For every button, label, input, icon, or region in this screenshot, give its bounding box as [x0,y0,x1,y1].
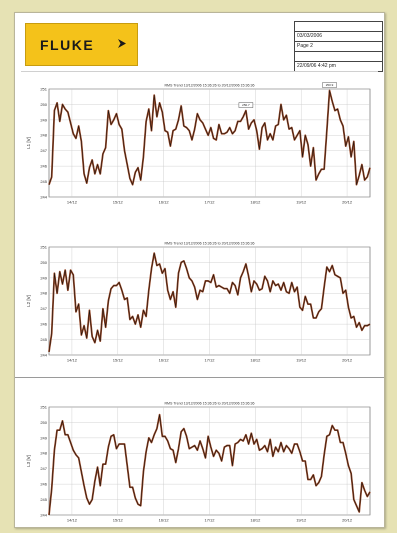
series-line [48,90,371,185]
y-tick-label: 247 [40,306,47,311]
x-tick-label: 20/12 [342,358,353,363]
x-tick-label: 19/12 [296,200,307,205]
x-tick-label: 15/12 [113,200,124,205]
annotation-box [238,102,254,108]
y-tick-label: 250 [40,102,47,107]
info-row-date: 03/03/2006 [294,31,383,42]
y-tick-label: 250 [40,260,47,265]
logo-text: FLUKE [40,37,95,53]
chart-title: RMS Trend 13/12/2006 15:36:26 to 20/12/2… [164,242,254,246]
chart-svg: 244 245 246 247 248 249 250 251 14/12 15/12 16/12 1… [26,402,371,523]
y-tick-label: 251 [40,86,47,91]
annotation-label: 250.7 [242,103,250,107]
x-tick-label: 16/12 [159,518,170,523]
y-tick-label: 245 [40,337,47,342]
y-tick-label: 247 [40,148,47,153]
section-divider [15,377,384,378]
x-tick-label: 19/12 [296,358,307,363]
y-tick-label: 248 [40,291,47,296]
fluke-logo: FLUKE [25,23,138,66]
y-tick-label: 249 [40,435,47,440]
y-tick-label: 245 [40,179,47,184]
x-tick-label: 14/12 [67,200,78,205]
y-tick-label: 244 [40,352,47,357]
x-tick-label: 16/12 [159,200,170,205]
x-tick-label: 14/12 [67,358,78,363]
y-tick-label: 246 [40,322,47,327]
y-tick-label: 246 [40,482,47,487]
x-tick-label: 17/12 [204,200,215,205]
y-tick-label: 246 [40,164,47,169]
y-tick-label: 244 [40,194,47,199]
x-tick-label: 18/12 [250,358,261,363]
y-tick-label: 251 [40,404,47,409]
chart-svg: 244 245 246 247 248 249 250 251 14/12 15/12 16/12 1… [26,82,371,205]
x-tick-label: 16/12 [159,358,170,363]
info-row-1 [294,21,383,32]
logo-arrow-icon [118,39,126,48]
chart-l3-voltage: 244 245 246 247 248 249 250 251 14/12 15/12 16/12 1… [21,397,378,527]
x-tick-label: 18/12 [250,518,261,523]
header-rule [21,71,378,72]
x-tick-label: 20/12 [342,200,353,205]
y-axis-label: L3 [V] [26,455,31,467]
chart-title: RMS Trend 13/12/2006 15:36:26 to 20/12/2… [164,402,254,406]
x-tick-label: 20/12 [342,518,353,523]
y-tick-label: 248 [40,451,47,456]
y-tick-label: 247 [40,466,47,471]
report-page: FLUKE 03/03/2006 Page 2 22/09/06 4:42 pm… [14,12,385,528]
chart-l2-voltage: 244 245 246 247 248 249 250 251 14/12 15/12 16/12 1… [21,237,378,371]
y-tick-label: 249 [40,275,47,280]
y-tick-label: 248 [40,133,47,138]
chart-svg: 244 245 246 247 248 249 250 251 14/12 15/12 16/12 1… [26,242,371,363]
annotation-label: 250.9 [326,83,334,87]
annotation-box [322,82,337,88]
x-tick-label: 19/12 [296,518,307,523]
x-tick-label: 17/12 [204,358,215,363]
chart-l1-voltage: 244 245 246 247 248 249 250 251 14/12 15/12 16/12 1… [21,79,378,213]
info-row-page: Page 2 [294,41,383,52]
y-tick-label: 245 [40,497,47,502]
report-info-table: 03/03/2006 Page 2 22/09/06 4:42 pm [294,21,383,72]
series-line [48,414,371,516]
x-tick-label: 15/12 [113,518,124,523]
x-tick-label: 17/12 [204,518,215,523]
x-tick-label: 14/12 [67,518,78,523]
y-axis-label: L2 [V] [26,295,31,307]
x-tick-label: 18/12 [250,200,261,205]
info-row-timestamp: 22/09/06 4:42 pm [294,61,383,72]
y-axis-label: L1 [V] [26,137,31,149]
y-tick-label: 251 [40,244,47,249]
series-line [48,252,371,352]
chart-title: RMS Trend 13/12/2006 15:36:26 to 20/12/2… [164,84,254,88]
info-row-4 [294,51,383,62]
y-tick-label: 250 [40,420,47,425]
y-tick-label: 244 [40,512,47,517]
y-tick-label: 249 [40,117,47,122]
x-tick-label: 15/12 [113,358,124,363]
